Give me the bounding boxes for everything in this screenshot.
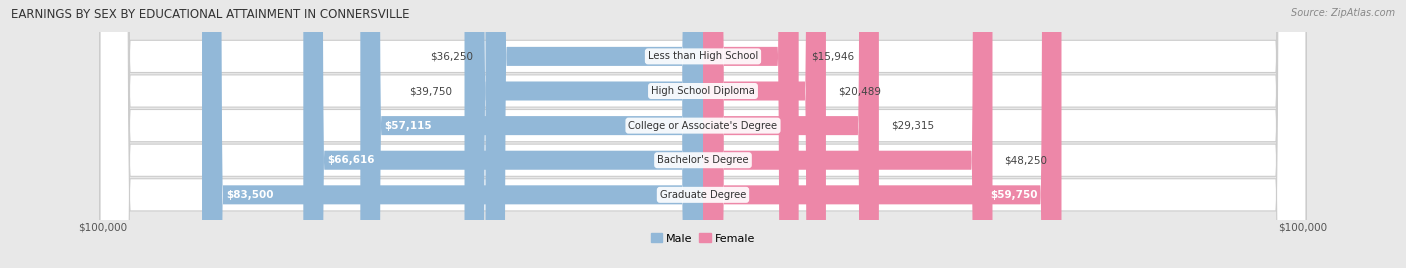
FancyBboxPatch shape	[703, 0, 1062, 268]
FancyBboxPatch shape	[464, 0, 703, 268]
Text: Source: ZipAtlas.com: Source: ZipAtlas.com	[1291, 8, 1395, 18]
FancyBboxPatch shape	[202, 0, 703, 268]
Text: Bachelor's Degree: Bachelor's Degree	[657, 155, 749, 165]
FancyBboxPatch shape	[100, 0, 1306, 268]
FancyBboxPatch shape	[703, 0, 799, 268]
Text: $66,616: $66,616	[328, 155, 375, 165]
Text: $20,489: $20,489	[838, 86, 882, 96]
Legend: Male, Female: Male, Female	[647, 229, 759, 248]
Text: EARNINGS BY SEX BY EDUCATIONAL ATTAINMENT IN CONNERSVILLE: EARNINGS BY SEX BY EDUCATIONAL ATTAINMEN…	[11, 8, 409, 21]
FancyBboxPatch shape	[100, 0, 1306, 268]
FancyBboxPatch shape	[703, 0, 993, 268]
Text: $39,750: $39,750	[409, 86, 453, 96]
FancyBboxPatch shape	[100, 0, 1306, 268]
Text: $36,250: $36,250	[430, 51, 474, 61]
Text: $57,115: $57,115	[384, 121, 432, 131]
Text: $15,946: $15,946	[811, 51, 853, 61]
FancyBboxPatch shape	[703, 0, 825, 268]
Text: Graduate Degree: Graduate Degree	[659, 190, 747, 200]
FancyBboxPatch shape	[485, 0, 703, 268]
Text: $83,500: $83,500	[226, 190, 274, 200]
Text: $29,315: $29,315	[891, 121, 934, 131]
Text: Less than High School: Less than High School	[648, 51, 758, 61]
FancyBboxPatch shape	[703, 0, 879, 268]
Text: $48,250: $48,250	[1004, 155, 1047, 165]
Text: College or Associate's Degree: College or Associate's Degree	[628, 121, 778, 131]
FancyBboxPatch shape	[304, 0, 703, 268]
FancyBboxPatch shape	[100, 0, 1306, 268]
FancyBboxPatch shape	[100, 0, 1306, 268]
Text: High School Diploma: High School Diploma	[651, 86, 755, 96]
Text: $59,750: $59,750	[990, 190, 1038, 200]
FancyBboxPatch shape	[360, 0, 703, 268]
